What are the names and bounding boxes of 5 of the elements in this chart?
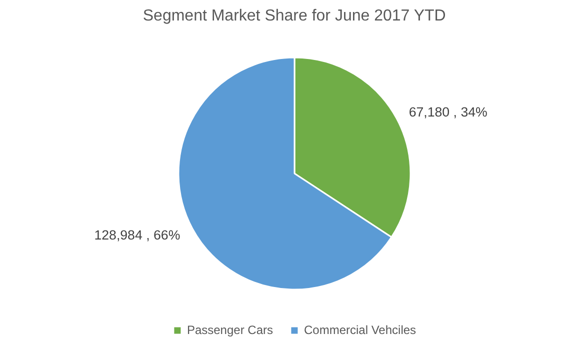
chart-title: Segment Market Share for June 2017 YTD xyxy=(142,8,446,24)
legend-label: Passenger Cars xyxy=(186,323,273,337)
data-label: 128,984 , 66% xyxy=(94,228,180,243)
data-label: 67,180 , 34% xyxy=(408,104,488,120)
legend-label: Commercial Vehciles xyxy=(304,323,416,337)
